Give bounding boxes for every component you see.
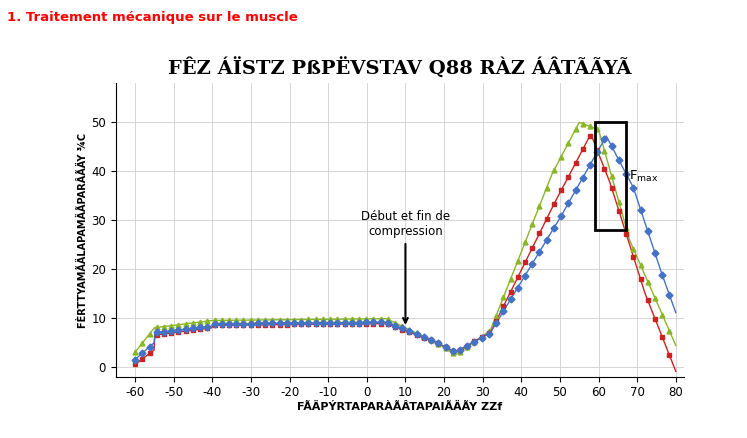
Y-axis label: FÈRTTYAMÃÄLAPAMÄÃPARÂÃÄY ¾C: FÈRTTYAMÃÄLAPAMÄÃPARÂÃÄY ¾C (78, 132, 88, 328)
Text: 1. Traitement mécanique sur le muscle: 1. Traitement mécanique sur le muscle (7, 11, 298, 24)
Bar (595, 122, 625, 230)
X-axis label: FÃÄPÝRTAPARÀÃÂTAPAIÃÄÃY ZZf: FÃÄPÝRTAPARÀÃÂTAPAIÃÄÃY ZZf (297, 402, 502, 412)
Text: Début et fin de
compression: Début et fin de compression (361, 210, 450, 323)
Title: FÊZ ÁÏSTZ PßPËVSTAV Q88 RÀZ ÁÂTÃÃYÃ: FÊZ ÁÏSTZ PßPËVSTAV Q88 RÀZ ÁÂTÃÃYÃ (168, 58, 631, 79)
Text: F$_{\mathregular{max}}$: F$_{\mathregular{max}}$ (629, 169, 658, 184)
